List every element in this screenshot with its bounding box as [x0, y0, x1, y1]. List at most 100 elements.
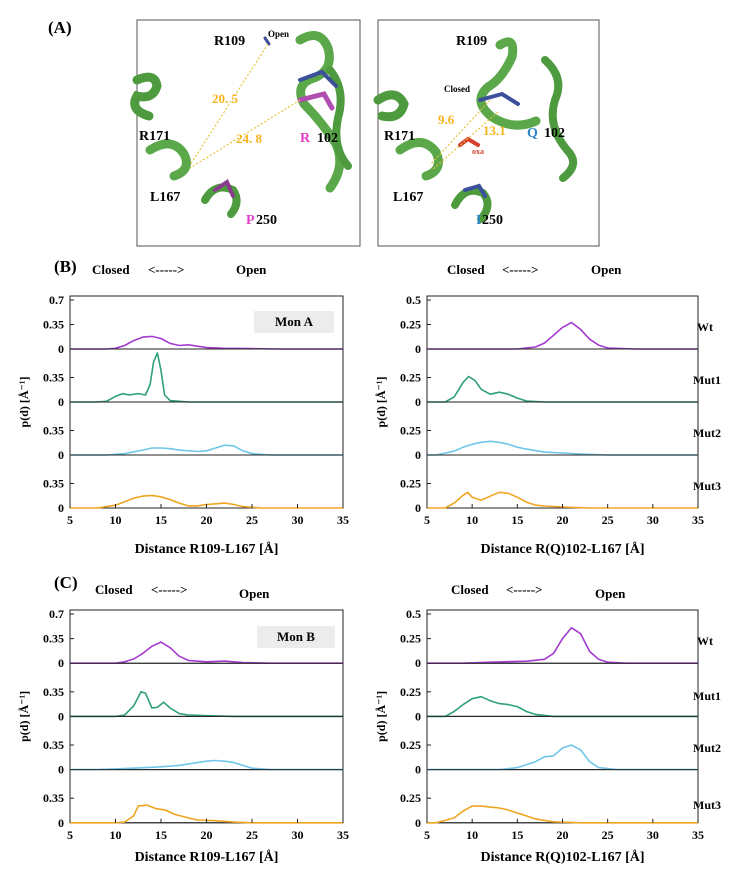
- x-tick-label: 20: [201, 828, 213, 842]
- x-tick-label: 20: [201, 513, 213, 527]
- x-tick-label: 5: [424, 513, 430, 527]
- header-open-label: Open: [236, 262, 267, 277]
- y-tick-label: 0.7: [49, 293, 64, 307]
- y-tick-label: 0.25: [400, 424, 421, 438]
- header-closed-label: Closed: [95, 582, 133, 597]
- x-axis-label: Distance R109-L167 [Å]: [135, 849, 279, 865]
- x-axis-label: Distance R109-L167 [Å]: [135, 541, 279, 557]
- y-axis-label: p(d) [Å⁻¹]: [374, 377, 388, 428]
- distance-label-closed-1: 9.6: [438, 112, 455, 127]
- y-tick-label: 0.35: [43, 685, 64, 699]
- x-tick-label: 35: [692, 513, 704, 527]
- y-tick-label: 0: [58, 342, 64, 356]
- monomer-badge: [257, 626, 335, 648]
- y-tick-label: 0.5: [406, 607, 421, 621]
- row-label-mut2-b: Mut2: [693, 426, 721, 440]
- y-tick-label: 0.25: [400, 791, 421, 805]
- header-closed-label: Closed: [447, 262, 485, 277]
- header-closed-label: Closed: [451, 582, 489, 597]
- series-line-mut1: [70, 691, 343, 718]
- series-line-mut3: [427, 491, 698, 509]
- x-tick-label: 25: [246, 828, 258, 842]
- x-tick-label: 25: [246, 513, 258, 527]
- series-line-wt: [70, 641, 343, 664]
- y-tick-label: 0: [58, 656, 64, 670]
- series-line-mut1: [427, 695, 698, 718]
- series-line-wt: [70, 335, 343, 350]
- series-line-mut2: [70, 759, 343, 771]
- y-tick-label: 0: [415, 395, 421, 409]
- label-oxa-ligand: oxa: [472, 147, 484, 156]
- label-p250-letter: P: [246, 213, 255, 228]
- y-tick-label: 0.25: [400, 632, 421, 646]
- x-tick-label: 25: [602, 513, 614, 527]
- protein-ribbon-art-closed: [373, 37, 577, 223]
- monomer-badge-label: Mon B: [277, 629, 315, 644]
- header-arrow: <----->: [151, 582, 187, 597]
- x-tick-label: 35: [692, 828, 704, 842]
- y-tick-label: 0.35: [43, 424, 64, 438]
- row-label-mut3-c: Mut3: [693, 798, 721, 812]
- row-label-mut3-b: Mut3: [693, 479, 721, 493]
- y-tick-label: 0: [58, 763, 64, 777]
- y-tick-label: 0: [58, 395, 64, 409]
- x-tick-label: 15: [511, 828, 523, 842]
- row-label-wt-c: Wt: [697, 634, 713, 648]
- x-tick-label: 30: [292, 513, 304, 527]
- header-closed-label: Closed: [92, 262, 130, 277]
- distance-label-open-1: 20. 5: [212, 91, 239, 106]
- panel-label-c: (C): [54, 573, 78, 592]
- label-r171-open: R171: [139, 129, 170, 144]
- header-c-right: Closed <-----> Open: [451, 582, 626, 601]
- series-line-mut3: [70, 494, 343, 509]
- structure-panel-open: R109 Open 20. 5 24. 8 R171 L167 R 102 P …: [130, 19, 361, 247]
- y-tick-label: 0: [58, 709, 64, 723]
- row-label-mut2-c: Mut2: [693, 741, 721, 755]
- label-p250-number: 250: [256, 213, 277, 228]
- x-tick-label: 30: [647, 513, 659, 527]
- y-tick-label: 0.35: [43, 738, 64, 752]
- label-r109-open: R109: [214, 34, 245, 49]
- y-axis-label: p(d) [Å⁻¹]: [17, 377, 31, 428]
- series-line-wt: [427, 627, 698, 664]
- x-tick-label: 20: [557, 513, 569, 527]
- x-axis-label: Distance R(Q)102-L167 [Å]: [480, 849, 644, 865]
- y-tick-label: 0.35: [43, 477, 64, 491]
- label-l167-open: L167: [150, 190, 180, 205]
- x-tick-label: 15: [511, 513, 523, 527]
- y-tick-label: 0.25: [400, 371, 421, 385]
- x-tick-label: 5: [424, 828, 430, 842]
- header-c-left: Closed <-----> Open: [95, 582, 270, 601]
- label-i250-letter: I: [476, 213, 481, 228]
- label-r102-number: 102: [317, 131, 338, 146]
- label-closed-state: Closed: [444, 84, 470, 94]
- series-line-mut1: [427, 375, 698, 403]
- x-tick-label: 10: [110, 828, 122, 842]
- y-tick-label: 0: [415, 709, 421, 723]
- row-label-mut1-c: Mut1: [693, 689, 721, 703]
- label-q102-letter: Q: [527, 126, 538, 141]
- header-arrow: <----->: [502, 262, 538, 277]
- panel-label-b: (B): [54, 257, 77, 276]
- row-label-mut1-b: Mut1: [693, 373, 721, 387]
- x-tick-label: 35: [337, 513, 349, 527]
- y-tick-label: 0: [415, 656, 421, 670]
- distance-label-open-2: 24. 8: [236, 131, 263, 146]
- structure-panel-closed: R109 Closed 9.6 13.1 oxa R171 L167 Q 102…: [373, 19, 600, 247]
- x-tick-label: 20: [557, 828, 569, 842]
- y-tick-label: 0: [415, 763, 421, 777]
- row-label-wt-b: Wt: [697, 320, 713, 334]
- y-tick-label: 0.25: [400, 477, 421, 491]
- monomer-badge: [254, 311, 334, 333]
- y-tick-label: 0.5: [406, 293, 421, 307]
- header-b-right: Closed <-----> Open: [447, 262, 622, 277]
- x-tick-label: 30: [292, 828, 304, 842]
- x-tick-label: 5: [67, 828, 73, 842]
- panel-label-a: (A): [48, 18, 72, 37]
- label-q102-number: 102: [544, 126, 565, 141]
- series-line-mut2: [427, 744, 698, 771]
- x-tick-label: 30: [647, 828, 659, 842]
- y-tick-label: 0: [415, 816, 421, 830]
